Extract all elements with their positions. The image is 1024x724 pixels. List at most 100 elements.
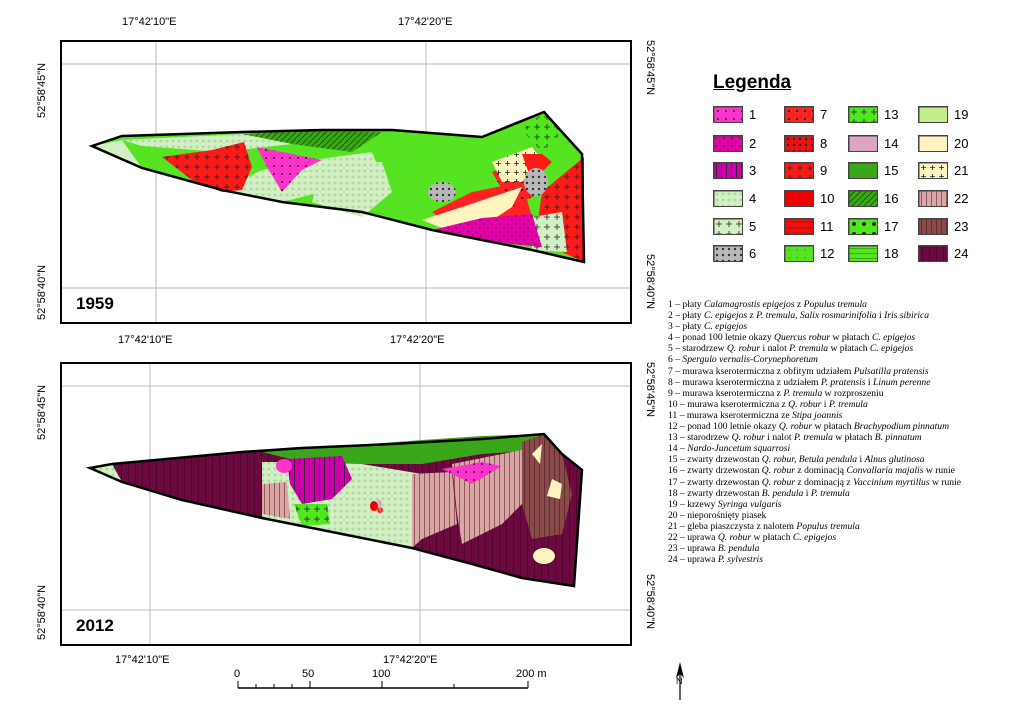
- top-lon-label-1: 17°42'10"E: [122, 16, 177, 28]
- lat-label-left-top-40: 52°58'40"N: [36, 264, 48, 320]
- lat-label-right-bot-40: 52°58'40"N: [644, 574, 656, 630]
- legend-number-16: 16: [884, 191, 899, 206]
- legend-description-13: 13 – starodrzew Q. robur i nalot P. trem…: [668, 432, 922, 444]
- year-label-1959: 1959: [76, 294, 114, 313]
- legend-description-8: 8 – murawa kserotermiczna z udziałem P. …: [668, 376, 931, 388]
- legend-description-17: 17 – zwarty drzewostan Q. robur z domina…: [668, 476, 962, 488]
- legend-description-7: 7 – murawa kserotermiczna z obfitym udzi…: [668, 365, 929, 377]
- north-arrow-icon: [676, 662, 684, 700]
- legend-description-16: 16 – zwarty drzewostan Q. robur z domina…: [668, 465, 955, 477]
- legend-number-12: 12: [820, 246, 835, 261]
- legend-number-1: 1: [749, 107, 757, 122]
- legend-number-19: 19: [954, 107, 969, 122]
- legend-number-3: 3: [749, 163, 757, 178]
- legend-swatch-3: [713, 162, 743, 179]
- legend-description-23: 23 – uprawa B. pendula: [668, 543, 760, 555]
- legend-swatch-8: [784, 135, 814, 152]
- legend-description-20: 20 – nieporośnięty piasek: [668, 509, 767, 521]
- legend-number-18: 18: [884, 246, 899, 261]
- legend-description-18: 18 – zwarty drzewostan B. pendula i P. t…: [668, 487, 850, 499]
- legend-swatch-1: [713, 106, 743, 123]
- legend-swatch-15: [848, 162, 878, 179]
- legend-swatch-12: [784, 245, 814, 262]
- scale-tick-200: 200 m: [516, 668, 547, 680]
- legend-number-22: 22: [954, 191, 969, 206]
- lat-label-left-top-45: 52°58'45"N: [36, 62, 48, 118]
- scale-tick-50: 50: [302, 668, 315, 680]
- north-label: N: [676, 676, 683, 686]
- legend-number-21: 21: [954, 163, 969, 178]
- legend-swatch-11: [784, 218, 814, 235]
- legend-description-21: 21 – gleba piaszczysta z nalotem Populus…: [668, 520, 860, 532]
- scale-tick-100: 100: [372, 668, 391, 680]
- legend-number-5: 5: [749, 219, 757, 234]
- legend-swatch-22: [918, 190, 948, 207]
- legend-number-10: 10: [820, 191, 835, 206]
- year-label-2012: 2012: [76, 616, 114, 635]
- legend-description-4: 4 – ponad 100 letnie okazy Quercus robur…: [668, 332, 916, 344]
- legend-description-9: 9 – murawa kserotermiczna z P. tremula w…: [668, 387, 884, 399]
- legend-number-11: 11: [820, 219, 834, 234]
- legend-swatch-18: [848, 245, 878, 262]
- map-1959-svg: [62, 42, 630, 322]
- legend-number-13: 13: [884, 107, 899, 122]
- legend-swatch-24: [918, 245, 948, 262]
- scale-tick-0: 0: [234, 668, 241, 680]
- map-2012-svg: [62, 364, 630, 644]
- mid-lon-label-2: 17°42'20"E: [390, 334, 445, 346]
- legend-swatch-19: [918, 106, 948, 123]
- legend-swatch-20: [918, 135, 948, 152]
- legend-description-10: 10 – murawa kserotermiczna z Q. robur i …: [668, 398, 868, 410]
- legend-swatch-21: [918, 162, 948, 179]
- map-2012: 2012: [60, 362, 632, 646]
- legend-description-1: 1 – płaty Calamagrostis epigejos z Popul…: [668, 299, 867, 310]
- lat-label-left-bot-40: 52°58'40"N: [36, 584, 48, 640]
- lat-label-right-top-40: 52°58'40"N: [644, 254, 656, 310]
- lat-label-right-bot-45: 52°58'45"N: [644, 362, 656, 418]
- scale-bar: [237, 681, 529, 689]
- legend-swatch-7: [784, 106, 814, 123]
- legend-description-11: 11 – murawa kserotermiczna ze Stipa joan…: [668, 409, 843, 421]
- legend-swatch-13: [848, 106, 878, 123]
- legend-description-3: 3 – płaty C. epigejos: [668, 321, 748, 333]
- legend-swatch-2: [713, 135, 743, 152]
- legend-number-4: 4: [749, 191, 757, 206]
- legend-number-9: 9: [820, 163, 828, 178]
- legend-description-2: 2 – płaty C. epigejos z P. tremula, Sali…: [668, 310, 930, 322]
- legend-number-2: 2: [749, 136, 757, 151]
- legend-number-7: 7: [820, 107, 828, 122]
- map-1959: 1959: [60, 40, 632, 324]
- legend-description-22: 22 – uprawa Q. robur w płatach C. epigej…: [668, 531, 837, 543]
- legend-swatch-23: [918, 218, 948, 235]
- legend-swatch-6: [713, 245, 743, 262]
- legend-description-6: 6 – Spergulo vernalis-Corynephoretum: [668, 354, 818, 366]
- legend-swatch-4: [713, 190, 743, 207]
- legend-number-17: 17: [884, 219, 899, 234]
- legend-description-24: 24 – uprawa P. sylvestris: [668, 554, 763, 566]
- legend-swatch-10: [784, 190, 814, 207]
- legend-number-15: 15: [884, 163, 899, 178]
- legend-description-5: 5 – starodrzew Q. robur i nalot P. tremu…: [668, 343, 914, 355]
- legend-swatch-5: [713, 218, 743, 235]
- legend-description-14: 14 – Nardo-Juncetum squarrosi: [668, 443, 791, 455]
- top-lon-label-2: 17°42'20"E: [398, 16, 453, 28]
- legend-swatch-16: [848, 190, 878, 207]
- legend-number-24: 24: [954, 246, 969, 261]
- legend-description-12: 12 – ponad 100 letnie okazy Q. robur w p…: [668, 421, 950, 433]
- lat-label-left-bot-45: 52°58'45"N: [36, 384, 48, 440]
- legend-number-6: 6: [749, 246, 757, 261]
- legend-description-19: 19 – krzewy Syringa vulgaris: [668, 498, 782, 510]
- legend-number-20: 20: [954, 136, 969, 151]
- legend-title: Legenda: [713, 72, 792, 93]
- legend-description-15: 15 – zwarty drzewostan Q. robur, Betula …: [668, 454, 925, 466]
- legend-number-14: 14: [884, 136, 899, 151]
- legend-swatch-9: [784, 162, 814, 179]
- mid-lon-label-1: 17°42'10"E: [118, 334, 173, 346]
- legend-number-23: 23: [954, 219, 969, 234]
- legend-swatch-14: [848, 135, 878, 152]
- legend-swatch-17: [848, 218, 878, 235]
- bot-lon-label-2: 17°42'20"E: [383, 654, 438, 666]
- bot-lon-label-1: 17°42'10"E: [115, 654, 170, 666]
- legend-descriptions: 1 – płaty Calamagrostis epigejos z Popul…: [668, 299, 1024, 565]
- legend-number-8: 8: [820, 136, 828, 151]
